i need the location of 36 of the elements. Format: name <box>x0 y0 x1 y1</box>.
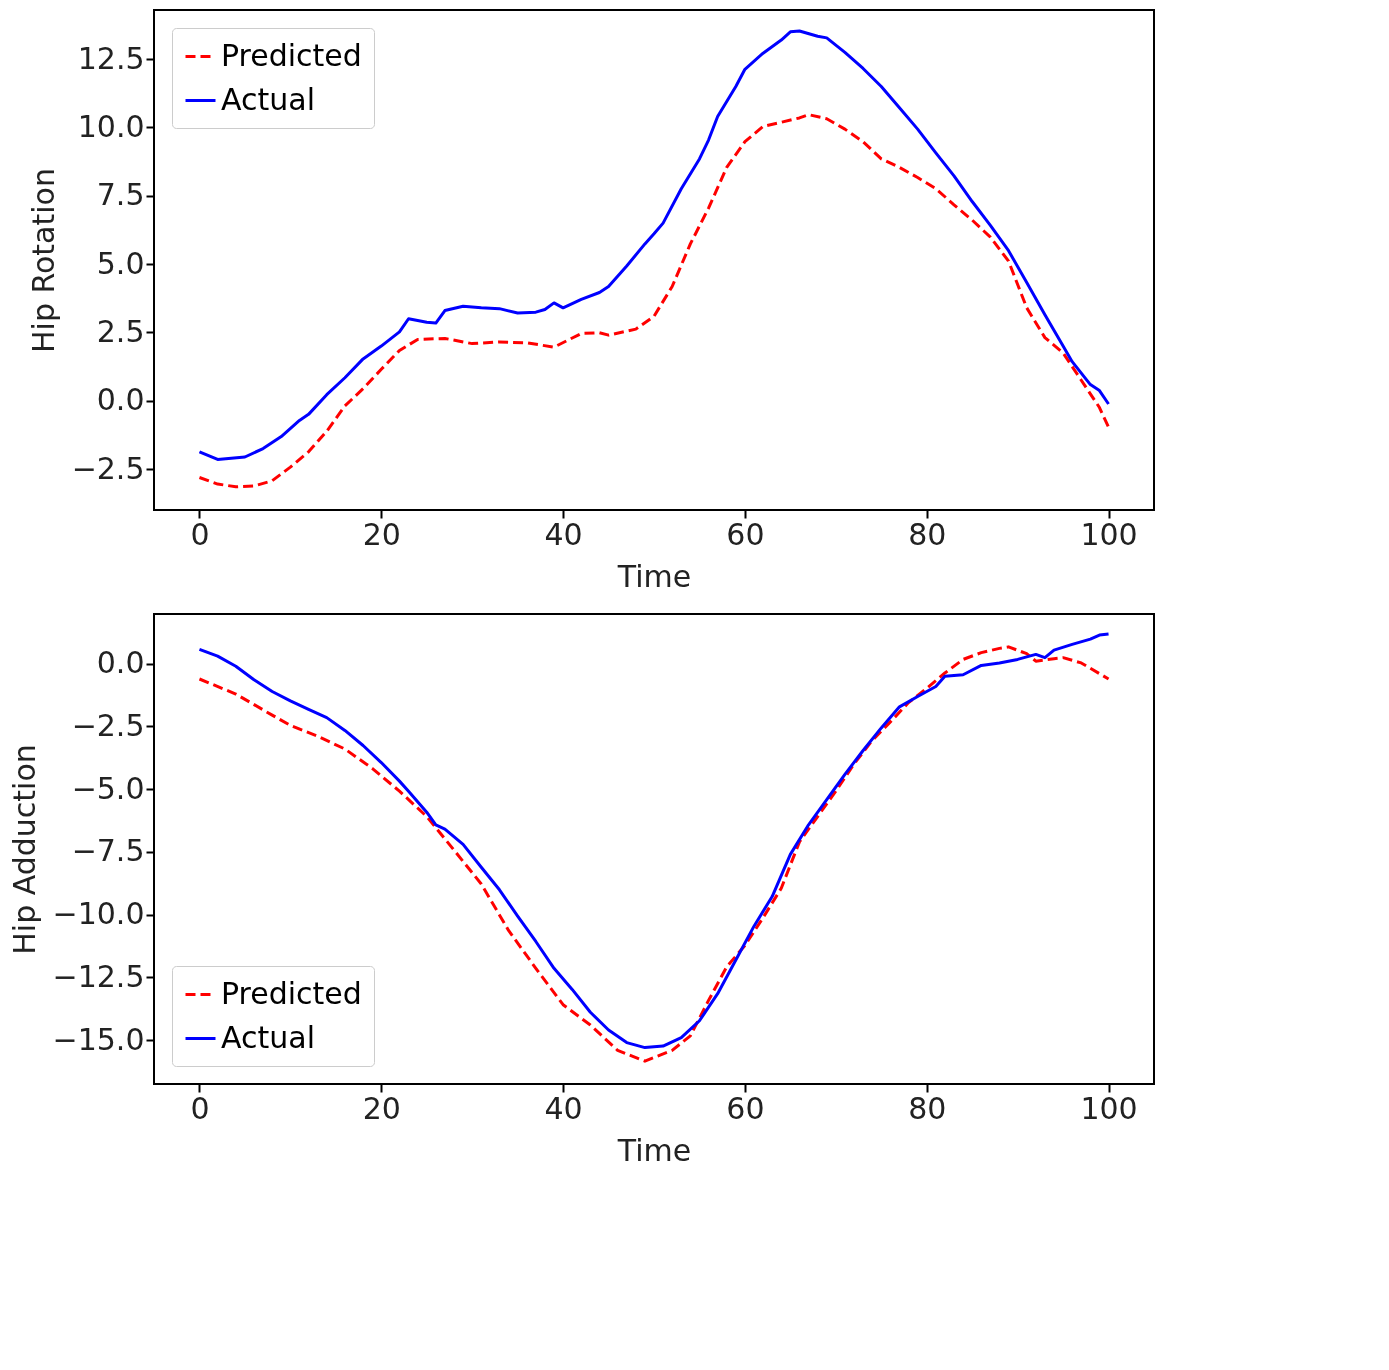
legend-label: Actual <box>221 1019 315 1055</box>
x-axis-title: Time <box>616 1132 692 1168</box>
y-tick-label: 5.0 <box>96 245 145 281</box>
y-tick-label: 7.5 <box>96 177 145 213</box>
y-tick-label: −5.0 <box>71 770 145 806</box>
y-tick-label: −10.0 <box>52 896 145 932</box>
y-tick-label: 12.5 <box>77 40 145 76</box>
x-tick-label: 0 <box>190 516 210 552</box>
y-tick-label: 0.0 <box>96 645 145 681</box>
x-axis-title: Time <box>616 558 692 594</box>
x-tick-label: 100 <box>1080 516 1138 552</box>
line-series <box>197 29 1111 461</box>
x-tick-label: 100 <box>1080 1090 1138 1126</box>
y-tick-label: 10.0 <box>77 108 145 144</box>
x-tick-label: 40 <box>544 1090 583 1126</box>
legend-label: Predicted <box>221 975 362 1011</box>
x-tick-label: 80 <box>908 516 947 552</box>
legend-label: Actual <box>221 81 315 117</box>
y-tick-label: −12.5 <box>52 958 145 994</box>
y-tick-label: −2.5 <box>71 450 145 486</box>
y-tick-label: −7.5 <box>71 833 145 869</box>
y-axis-title: Hip Rotation <box>25 168 61 353</box>
y-tick-label: −2.5 <box>71 707 145 743</box>
y-axis-title: Hip Adduction <box>6 744 42 955</box>
x-tick-label: 0 <box>190 1090 210 1126</box>
x-tick-label: 20 <box>362 516 401 552</box>
x-tick-label: 40 <box>544 516 583 552</box>
x-tick-label: 80 <box>908 1090 947 1126</box>
line-series <box>197 113 1111 489</box>
y-tick-label: 2.5 <box>96 313 145 349</box>
x-tick-label: 60 <box>726 516 765 552</box>
y-tick-label: 0.0 <box>96 382 145 418</box>
x-tick-label: 20 <box>362 1090 401 1126</box>
legend-label: Predicted <box>221 37 362 73</box>
y-tick-label: −15.0 <box>52 1021 145 1057</box>
x-tick-label: 60 <box>726 1090 765 1126</box>
